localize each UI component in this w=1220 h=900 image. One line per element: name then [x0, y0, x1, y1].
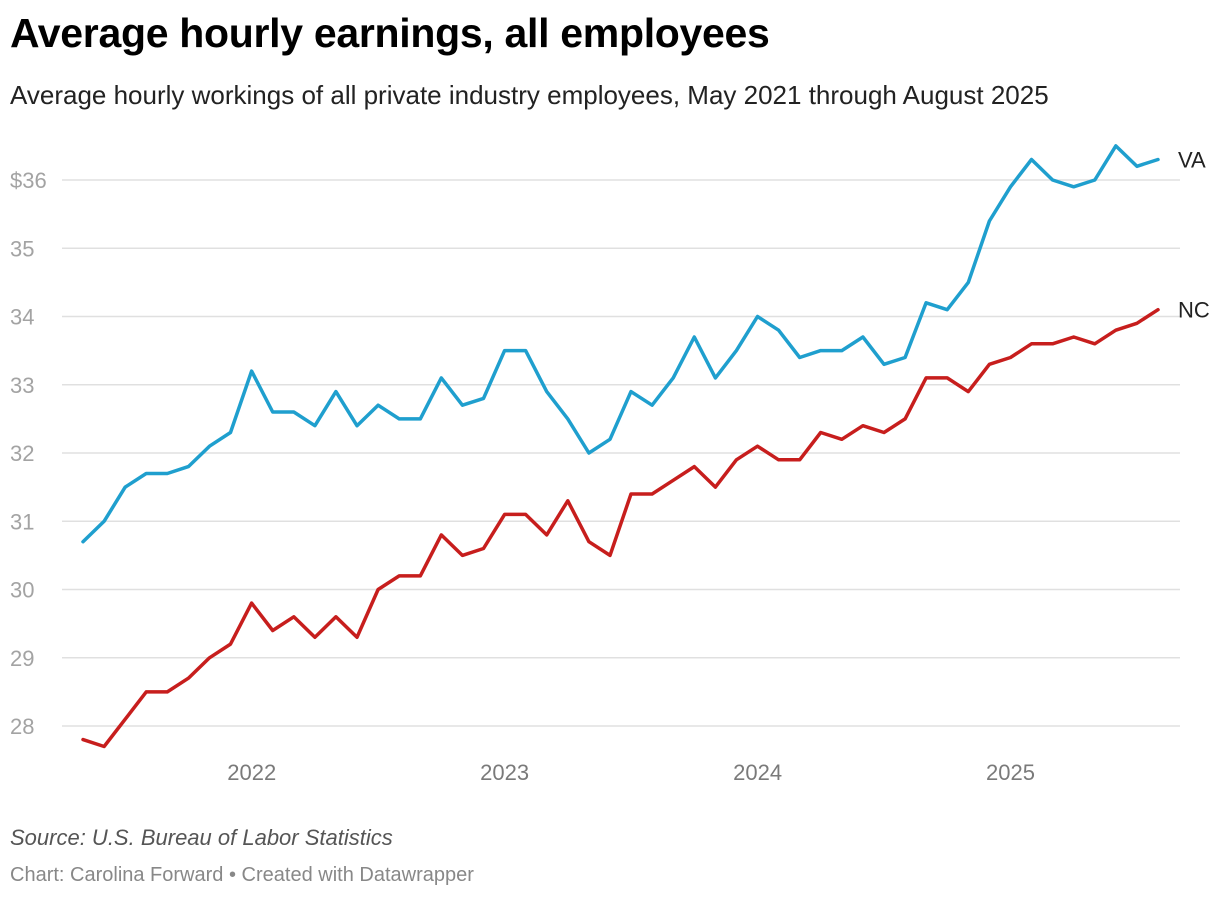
- y-tick-label: 35: [10, 236, 34, 261]
- y-axis-ticks: 28 29 30 31 32 33 34 35 $36: [10, 168, 47, 739]
- x-axis-ticks: 2022 2023 2024 2025: [227, 760, 1035, 785]
- y-tick-label: $36: [10, 168, 47, 193]
- series-labels: VA NC: [1178, 148, 1210, 323]
- chart-title: Average hourly earnings, all employees: [10, 10, 770, 56]
- series-label-nc: NC: [1178, 298, 1210, 323]
- x-tick-label: 2023: [480, 760, 529, 785]
- line-chart: 28 29 30 31 32 33 34 35 $36 2022 2023 2024 2025 VA N…: [10, 144, 1210, 785]
- credit-line: Chart: Carolina Forward • Created with D…: [10, 864, 474, 887]
- y-tick-label: 34: [10, 305, 34, 330]
- credit-byline: Chart: Carolina Forward: [10, 864, 224, 886]
- source-note: Source: U.S. Bureau of Labor Statistics: [10, 825, 393, 850]
- series-lines: [81, 144, 1160, 749]
- y-tick-label: 30: [10, 578, 34, 603]
- credit-separator: •: [223, 864, 242, 886]
- y-tick-label: 33: [10, 373, 34, 398]
- credit-tool: Created with Datawrapper: [241, 864, 474, 886]
- y-tick-label: 29: [10, 646, 34, 671]
- chart-subtitle: Average hourly workings of all private i…: [10, 80, 1049, 110]
- x-tick-label: 2022: [227, 760, 276, 785]
- y-tick-label: 31: [10, 509, 34, 534]
- series-line-va: [81, 144, 1160, 544]
- series-label-va: VA: [1178, 148, 1206, 173]
- y-tick-label: 32: [10, 441, 34, 466]
- x-tick-label: 2024: [733, 760, 782, 785]
- x-tick-label: 2025: [986, 760, 1035, 785]
- series-line-nc: [81, 307, 1160, 749]
- y-tick-label: 28: [10, 714, 34, 739]
